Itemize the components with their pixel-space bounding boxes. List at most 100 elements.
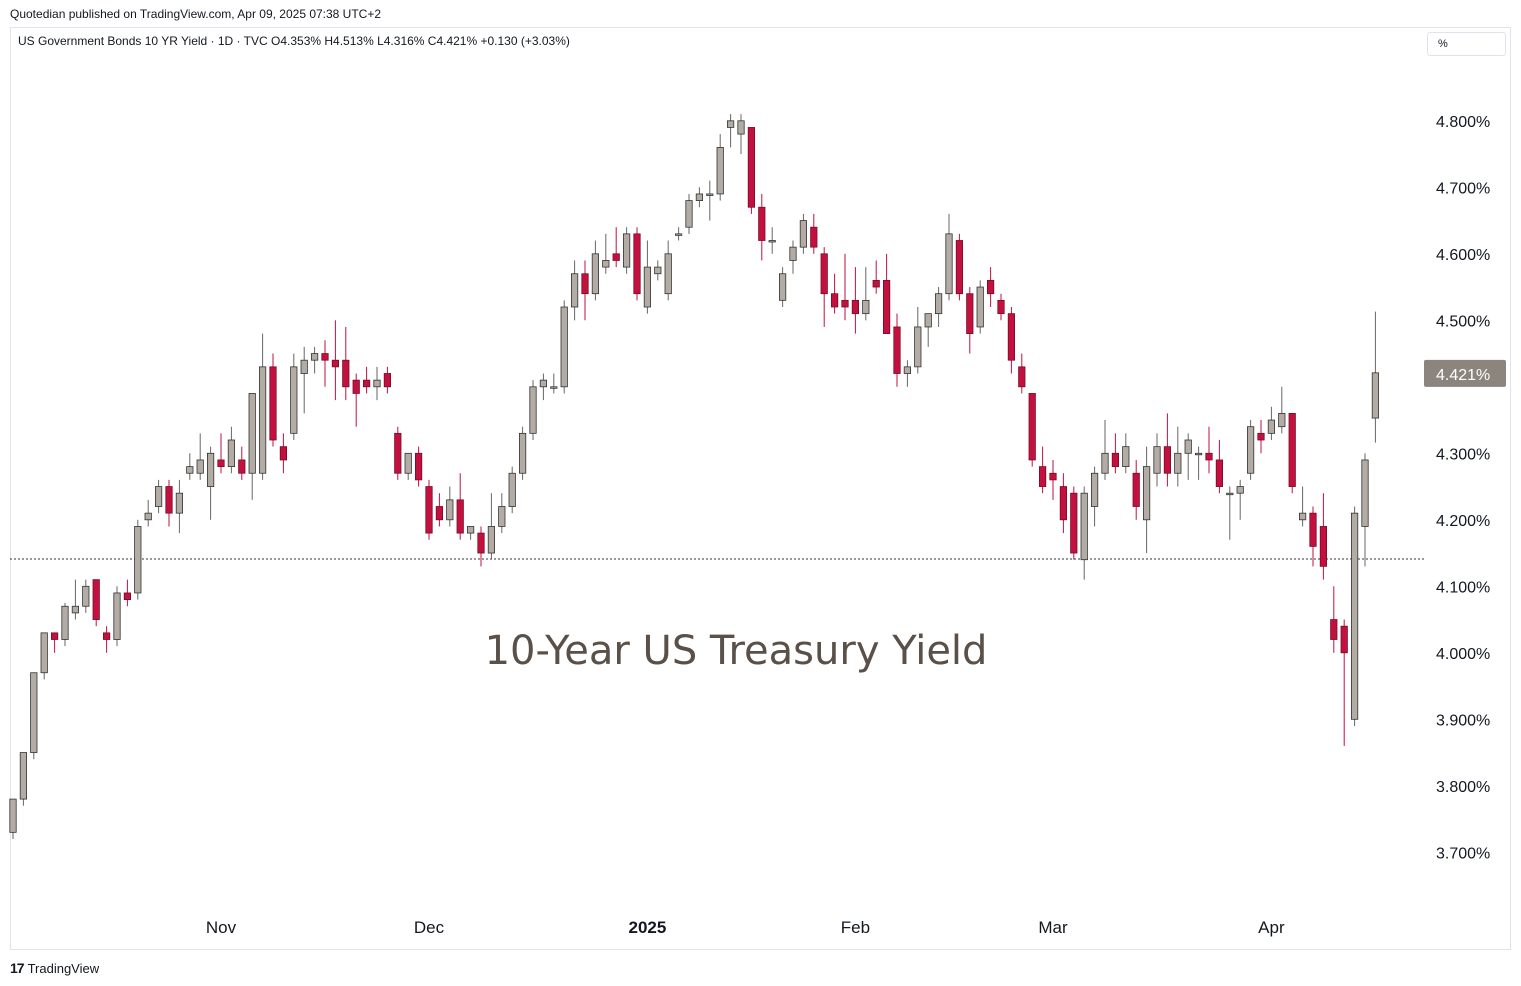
x-tick-label: Apr [1258,918,1285,937]
candle-98 [1028,393,1036,467]
candle-body [976,286,984,328]
candle-117 [1226,486,1234,540]
candle-body [529,386,537,434]
candle-body [519,432,527,474]
candle-body [40,632,48,674]
candle-116 [1215,440,1223,494]
last-price-tag [1424,359,1506,387]
candle-body [466,526,475,534]
candle-65 [685,193,693,234]
candle-28 [300,346,308,414]
candle-body [331,359,340,368]
candle-body [279,446,288,461]
candle-60 [633,227,641,301]
candle-body [1299,512,1307,521]
candle-body [196,459,204,474]
candle-body [103,632,111,640]
candle-body [435,506,444,521]
y-tick-label: 3.700% [1436,845,1490,862]
candle-86 [903,360,912,387]
candle-body [82,585,90,607]
candle-44 [466,526,475,540]
candle-130 [1361,453,1369,567]
candle-body [1070,492,1078,554]
symbol-legend: US Government Bonds 10 YR Yield · 1D · T… [18,34,570,48]
candle-body [1226,492,1234,496]
candle-114 [1195,446,1203,480]
candle-body [446,499,454,521]
candle-15 [165,479,173,527]
candle-body [654,266,662,275]
candle-body [238,459,246,474]
candle-body [810,226,818,248]
candle-body [1007,313,1016,361]
candle-body [425,486,433,534]
candle-body [1330,619,1338,640]
candle-31 [331,320,340,401]
candle-body [71,605,79,614]
candle-124 [1299,486,1307,527]
candle-body [154,486,163,507]
candle-body [539,379,548,388]
candle-body [883,279,891,334]
candle-101 [1059,473,1067,534]
unit-selector[interactable]: % [1427,32,1506,56]
candle-body [695,193,704,201]
candle-119 [1247,420,1255,480]
candle-18 [196,433,204,480]
candle-body [1174,452,1182,474]
candle-body [383,373,392,388]
candle-76 [799,213,808,254]
candle-127 [1330,586,1338,653]
candle-11 [123,579,131,607]
candle-body [1278,412,1286,428]
candle-body [1049,472,1057,481]
candle-125 [1309,506,1317,567]
candle-69 [727,114,735,148]
candle-body [290,366,298,434]
candle-body [643,266,652,308]
candle-39 [414,446,423,487]
candle-body [924,313,932,328]
candle-23 [248,393,256,500]
candle-41 [435,493,444,527]
candle-8 [92,579,100,627]
candle-body [394,432,402,474]
candle-body [227,439,235,468]
candle-88 [924,313,932,347]
candle-body [768,240,776,243]
candle-body [675,233,683,236]
candle-body [1195,452,1203,456]
y-tick-label: 3.800% [1436,779,1490,796]
symbol-name[interactable]: US Government Bonds 10 YR Yield · 1D · T… [18,34,268,48]
candle-47 [498,493,506,534]
candle-body [310,353,319,361]
candle-body [373,379,381,388]
candle-body [623,233,631,268]
candle-17 [186,453,194,480]
candle-109 [1143,446,1151,554]
candle-body [1101,452,1109,474]
candle-body [872,279,880,288]
candle-84 [883,253,891,334]
candle-79 [831,273,839,314]
candle-92 [966,287,974,354]
candle-body [1059,486,1067,521]
candle-body [1122,446,1130,467]
candle-110 [1153,433,1161,487]
candle-103 [1080,486,1088,580]
chart-annotation: 10-Year US Treasury Yield [485,628,988,674]
candle-body [747,127,756,208]
candle-body [1215,459,1223,487]
candle-21 [227,426,235,474]
candle-body [258,366,267,474]
candle-body [685,200,693,228]
candle-6 [71,579,79,620]
candle-131 [1371,311,1379,443]
candle-48 [508,466,516,514]
candle-43 [456,473,464,540]
candle-body [498,506,506,527]
footer-brand[interactable]: TradingView [27,960,100,976]
candle-102 [1070,486,1078,560]
